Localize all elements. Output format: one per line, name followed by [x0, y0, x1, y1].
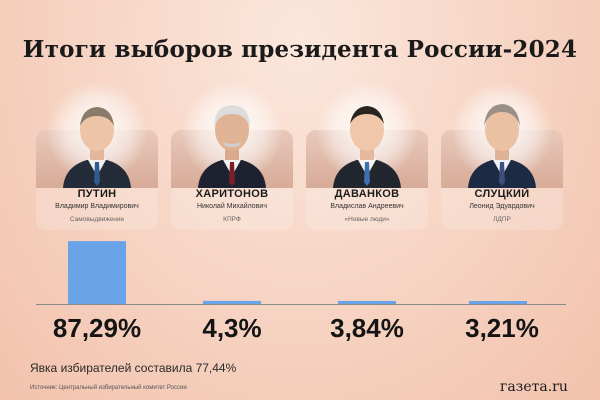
candidate-given-name: Николай Михайлович — [197, 203, 267, 210]
percent-label: 3,21% — [465, 313, 539, 343]
candidate-party: КПРФ — [223, 216, 241, 223]
candidate-party: Самовыдвижение — [69, 216, 125, 223]
candidate-surname: ХАРИТОНОВ — [195, 188, 269, 200]
bar-слуцкий — [469, 301, 527, 304]
candidate-given-name: Владимир Владимирович — [55, 203, 139, 210]
bar-путин — [68, 241, 126, 304]
chart-title: Итоги выборов президента России-2024 — [22, 36, 578, 63]
candidate-surname: СЛУЦКИЙ — [474, 188, 530, 200]
candidate-portrait — [198, 105, 266, 188]
candidate-card: ПУТИН Владимир Владимирович Самовыдвижен… — [36, 82, 158, 230]
candidate-party: ЛДПР — [493, 216, 511, 223]
candidate-cards: ПУТИН Владимир Владимирович Самовыдвижен… — [36, 82, 564, 232]
percent-label: 4,3% — [202, 313, 262, 343]
candidate-portrait — [468, 104, 536, 188]
candidate-surname: ПУТИН — [77, 188, 117, 200]
candidate-card: ХАРИТОНОВ Николай Михайлович КПРФ — [171, 82, 293, 230]
bar-даванков — [338, 301, 396, 304]
candidate-party: «Новые люди» — [344, 216, 390, 223]
brand-logo[interactable]: газета.ru — [500, 379, 568, 395]
results-bar-chart — [36, 241, 566, 305]
candidate-portrait — [63, 107, 131, 188]
candidate-surname: ДАВАНКОВ — [334, 188, 400, 200]
candidate-given-name: Владислав Андреевич — [330, 203, 404, 210]
turnout-note: Явка избирателей составила 77,44% — [30, 361, 237, 375]
percent-label: 87,29% — [52, 313, 142, 343]
candidate-portrait — [333, 106, 401, 188]
candidate-given-name: Леонид Эдуардович — [469, 203, 535, 210]
source-note: Источник: Центральный избирательный коми… — [30, 385, 187, 391]
candidate-card: СЛУЦКИЙ Леонид Эдуардович ЛДПР — [441, 82, 563, 230]
candidate-card: ДАВАНКОВ Владислав Андреевич «Новые люди… — [306, 82, 428, 230]
percent-label: 3,84% — [330, 313, 404, 343]
bar-харитонов — [203, 300, 261, 304]
